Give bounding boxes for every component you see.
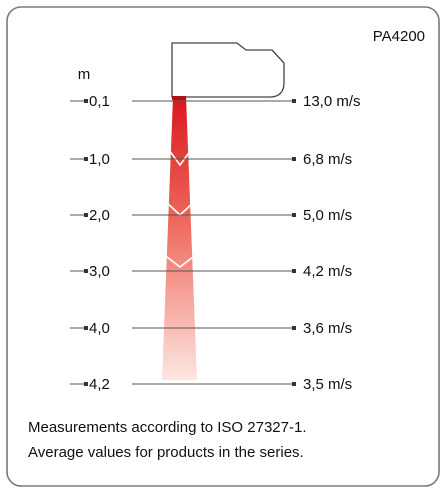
row-3,0: 3,0 4,2 m/s <box>70 263 352 280</box>
distance-label: 4,0 <box>89 320 110 337</box>
card-frame <box>6 6 440 487</box>
row-1,0: 1,0 6,8 m/s <box>70 151 352 168</box>
row-4,2: 4,2 3,5 m/s <box>70 376 352 393</box>
footer-note-line2: Average values for products in the serie… <box>28 444 304 461</box>
distance-label: 4,2 <box>89 376 110 393</box>
distance-label: 3,0 <box>89 263 110 280</box>
row-0,1: 0,1 13,0 m/s <box>70 93 361 110</box>
air-jet <box>162 97 197 380</box>
speed-label: 3,6 m/s <box>303 320 352 337</box>
row-2,0: 2,0 5,0 m/s <box>70 207 352 224</box>
footer-note-line1: Measurements according to ISO 27327-1. <box>28 419 306 436</box>
distance-label: 1,0 <box>89 151 110 168</box>
velocity-profile-marker <box>168 149 192 167</box>
velocity-profile-marker <box>162 253 198 269</box>
distance-label: 0,1 <box>89 93 110 110</box>
unit-label: m <box>78 66 91 83</box>
speed-label: 3,5 m/s <box>303 376 352 393</box>
speed-label: 5,0 m/s <box>303 207 352 224</box>
row-4,0: 4,0 3,6 m/s <box>70 320 352 337</box>
product-label: PA4200 <box>373 28 425 45</box>
distance-label: 2,0 <box>89 207 110 224</box>
speed-label: 13,0 m/s <box>303 93 361 110</box>
speed-label: 6,8 m/s <box>303 151 352 168</box>
device-outline <box>171 42 285 98</box>
speed-label: 4,2 m/s <box>303 263 352 280</box>
jet-outlet <box>172 96 186 100</box>
